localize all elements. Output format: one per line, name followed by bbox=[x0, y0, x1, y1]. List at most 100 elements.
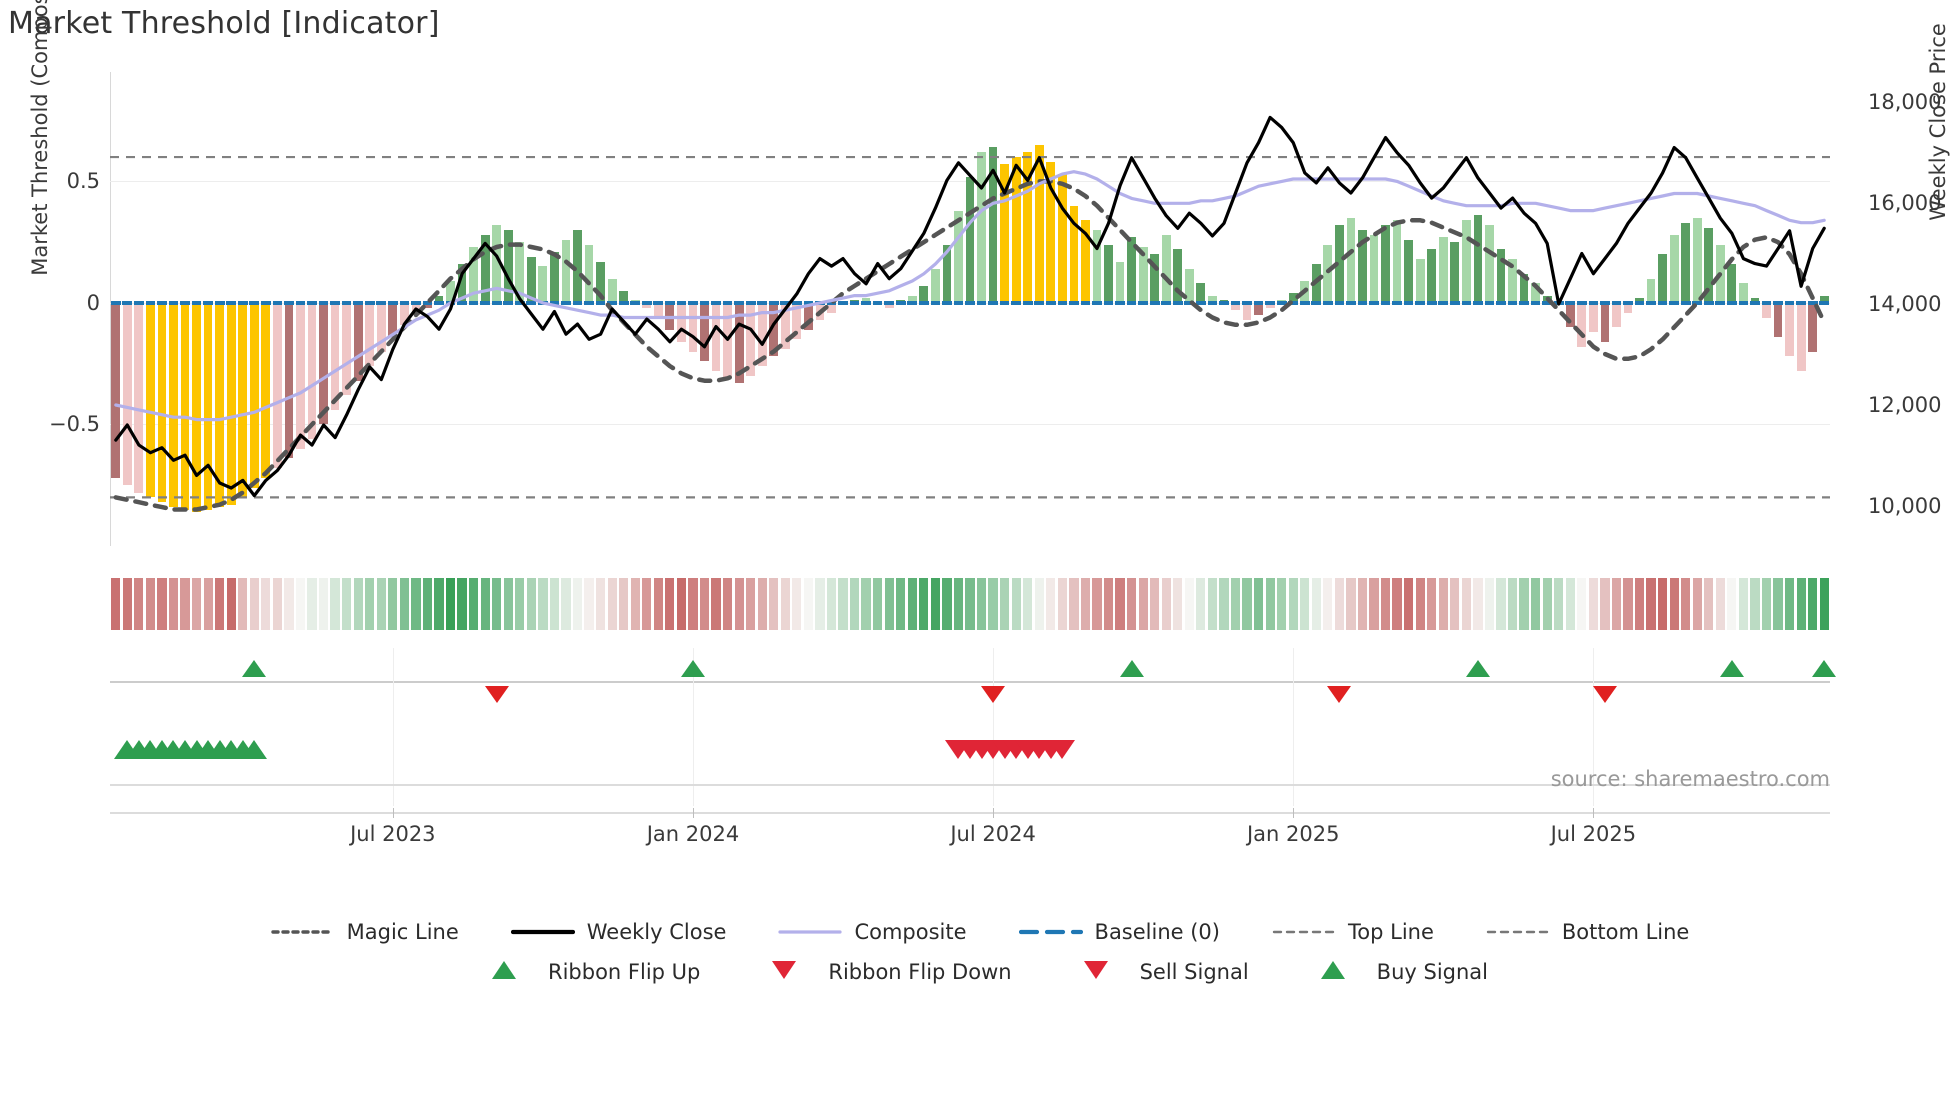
legend-key bbox=[270, 921, 335, 943]
ribbon-cell bbox=[1380, 578, 1391, 630]
baseline-segment bbox=[768, 300, 779, 305]
baseline-segment bbox=[145, 300, 156, 305]
y-tick-right: 16,000 bbox=[1868, 191, 1942, 216]
legend-item[interactable]: Weekly Close bbox=[510, 920, 726, 944]
threshold-bar bbox=[319, 302, 328, 425]
baseline-segment bbox=[1727, 300, 1737, 305]
legend-key bbox=[1018, 921, 1083, 943]
ribbon-cell bbox=[838, 578, 848, 630]
legend-item[interactable]: Buy Signal bbox=[1301, 960, 1488, 984]
ribbon-cell bbox=[353, 578, 363, 630]
threshold-bar bbox=[492, 225, 502, 303]
threshold-bar bbox=[573, 230, 582, 303]
baseline-segment bbox=[284, 300, 294, 305]
ribbon-cell bbox=[1681, 578, 1691, 630]
threshold-bar bbox=[503, 230, 513, 303]
baseline-segment bbox=[1750, 300, 1760, 305]
lines-layer bbox=[110, 115, 1830, 512]
baseline-segment bbox=[1034, 300, 1045, 305]
threshold-bar bbox=[1473, 215, 1483, 303]
ribbon-cell bbox=[1773, 578, 1783, 630]
ribbon-cell bbox=[1126, 578, 1137, 630]
threshold-bar bbox=[734, 302, 744, 384]
ribbon-cell bbox=[1069, 578, 1079, 630]
y-tick-left: 0.5 bbox=[66, 169, 100, 194]
baseline-segment bbox=[942, 300, 952, 305]
threshold-bar bbox=[1485, 225, 1494, 303]
legend-label: Magic Line bbox=[346, 920, 459, 944]
x-tick-mark bbox=[392, 808, 394, 818]
vertical-gridline bbox=[1593, 648, 1595, 714]
ribbon-cell bbox=[826, 578, 837, 630]
threshold-bar bbox=[988, 147, 998, 303]
up-triangle-icon bbox=[492, 961, 516, 979]
baseline-segment bbox=[1126, 300, 1137, 305]
baseline-segment bbox=[1600, 300, 1610, 305]
baseline-segment bbox=[1103, 300, 1114, 305]
ribbon-cell bbox=[907, 578, 917, 630]
ribbon-cell bbox=[1600, 578, 1610, 630]
baseline-segment bbox=[1219, 300, 1229, 305]
gridline bbox=[110, 424, 1830, 426]
baseline-segment bbox=[1276, 300, 1287, 305]
ribbon-cell bbox=[1658, 578, 1668, 630]
threshold-bar bbox=[296, 302, 305, 449]
legend-item[interactable]: Ribbon Flip Up bbox=[472, 960, 700, 984]
ribbon-cell bbox=[1115, 578, 1125, 630]
baseline-segment bbox=[1623, 300, 1633, 305]
baseline-segment bbox=[157, 300, 167, 305]
ribbon-cell bbox=[1080, 578, 1091, 630]
ribbon-cell bbox=[157, 578, 167, 630]
threshold-bar bbox=[480, 234, 490, 303]
y-tick-right: 18,000 bbox=[1868, 90, 1942, 115]
legend-item[interactable]: Composite bbox=[778, 920, 967, 944]
ribbon-cell bbox=[122, 578, 132, 630]
baseline-segment bbox=[191, 300, 202, 305]
ribbon-cell bbox=[1473, 578, 1483, 630]
legend-row-markers: Ribbon Flip Up Ribbon Flip Down Sell Signa… bbox=[0, 952, 1960, 992]
legend-item[interactable]: Ribbon Flip Down bbox=[752, 960, 1012, 984]
ribbon-cell bbox=[399, 578, 409, 630]
baseline-segment bbox=[965, 300, 975, 305]
baseline-segment bbox=[203, 300, 213, 305]
threshold-bar bbox=[942, 244, 952, 303]
vertical-gridline bbox=[993, 648, 995, 714]
threshold-bar bbox=[1369, 234, 1379, 303]
threshold-bar bbox=[1034, 144, 1044, 303]
threshold-bar bbox=[226, 302, 236, 505]
legend-item[interactable]: Magic Line bbox=[270, 920, 459, 944]
threshold-bar bbox=[122, 302, 132, 486]
threshold-bar bbox=[1623, 302, 1633, 313]
y-tick-right: 12,000 bbox=[1868, 392, 1942, 417]
threshold-bar bbox=[1727, 264, 1737, 303]
ribbon-cell bbox=[965, 578, 975, 630]
baseline-segment bbox=[711, 300, 721, 305]
baseline-segment bbox=[895, 300, 906, 305]
legend-item[interactable]: Sell Signal bbox=[1064, 960, 1249, 984]
legend-item[interactable]: Top Line bbox=[1272, 920, 1434, 944]
baseline-segment bbox=[1542, 300, 1553, 305]
ribbon-cell bbox=[1138, 578, 1148, 630]
threshold-bar bbox=[584, 244, 594, 303]
threshold-bar bbox=[596, 261, 605, 303]
ribbon-cell bbox=[503, 578, 513, 630]
legend-item[interactable]: Bottom Line bbox=[1486, 920, 1689, 944]
x-tick-mark bbox=[692, 808, 694, 818]
ribbon-cell bbox=[1057, 578, 1067, 630]
ribbon-cell bbox=[515, 578, 525, 630]
ribbon-cell bbox=[1727, 578, 1737, 630]
baseline-segment bbox=[861, 300, 871, 305]
ribbon-cell bbox=[572, 578, 583, 630]
threshold-bar bbox=[365, 302, 375, 367]
threshold-bar bbox=[1785, 302, 1794, 357]
threshold-bar bbox=[1588, 302, 1598, 333]
threshold-bar bbox=[376, 302, 386, 352]
threshold-bar bbox=[1335, 225, 1344, 303]
ribbon-cell bbox=[1311, 578, 1321, 630]
legend-label: Sell Signal bbox=[1139, 960, 1249, 984]
baseline-segment bbox=[584, 300, 594, 305]
ribbon-cell bbox=[1646, 578, 1656, 630]
threshold-bar bbox=[1508, 259, 1517, 303]
legend-item[interactable]: Baseline (0) bbox=[1018, 920, 1220, 944]
baseline-segment bbox=[1357, 300, 1368, 305]
